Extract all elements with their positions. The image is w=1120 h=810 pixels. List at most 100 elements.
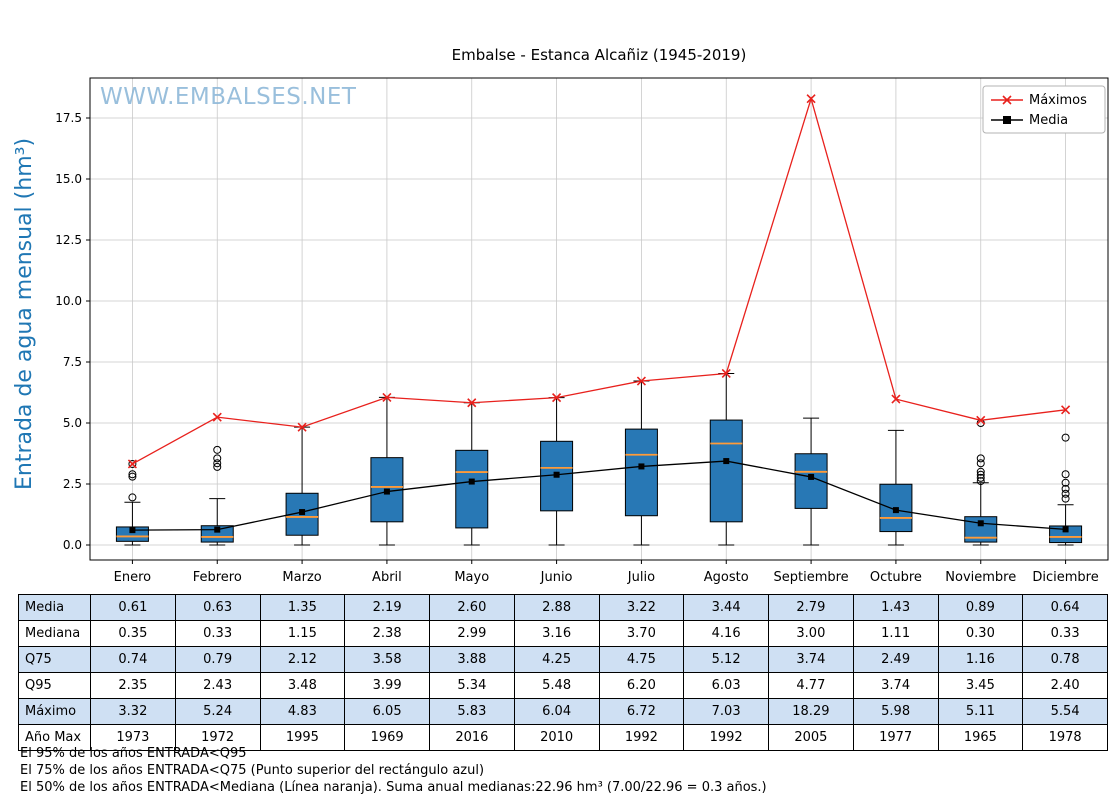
stats-cell: 7.03 xyxy=(683,698,769,725)
stats-cell: 2016 xyxy=(429,724,515,751)
boxplot-julio xyxy=(624,380,658,546)
stats-cell: 3.22 xyxy=(598,594,685,621)
stats-cell: 18.29 xyxy=(768,698,854,725)
x-tick-label: Marzo xyxy=(282,570,321,585)
media-marker xyxy=(892,507,899,514)
stats-cell: 2.40 xyxy=(1022,672,1108,699)
media-marker xyxy=(383,488,390,495)
stats-cell: 5.98 xyxy=(852,698,939,725)
outlier-point xyxy=(213,462,222,471)
y-tick-label: 17.5 xyxy=(55,111,82,125)
outlier-point xyxy=(976,467,985,476)
maximos-marker xyxy=(297,422,307,432)
box xyxy=(624,428,658,517)
stats-cell: 1973 xyxy=(90,724,176,751)
box xyxy=(709,419,743,523)
outlier-point xyxy=(976,459,985,468)
outlier-point xyxy=(128,470,137,479)
outlier-point xyxy=(128,493,137,502)
stats-cell: 6.03 xyxy=(683,672,769,699)
plot-area xyxy=(90,78,1108,560)
stats-cell: 6.04 xyxy=(513,698,600,725)
stats-cell: 3.74 xyxy=(768,646,854,673)
stats-row-máximo: Máximo 3.32 5.24 4.83 6.05 5.83 6.04 6.72 7.03 18… xyxy=(18,698,1108,725)
maximos-marker xyxy=(976,415,986,425)
outlier-point xyxy=(1061,489,1070,498)
boxplot-diciembre xyxy=(1049,433,1083,546)
stats-cell: 2.43 xyxy=(174,672,261,699)
stats-cell: 5.11 xyxy=(937,698,1024,725)
row-label: Media xyxy=(18,594,91,621)
stats-cell: 3.58 xyxy=(344,646,430,673)
stats-row-q95: Q95 2.35 2.43 3.48 3.99 5.34 5.48 6.20 6.03 4.77 3… xyxy=(18,672,1108,699)
stats-cell: 1.43 xyxy=(852,594,939,621)
media-marker xyxy=(553,471,560,478)
maximos-marker xyxy=(721,368,731,379)
stats-cell: 0.33 xyxy=(174,620,261,647)
outlier-point xyxy=(128,459,137,468)
stats-cell: 0.74 xyxy=(90,646,176,673)
outlier-point xyxy=(1061,470,1070,479)
media-marker xyxy=(214,526,221,533)
outlier-point xyxy=(213,454,222,463)
outlier-point xyxy=(1061,433,1070,442)
x-tick-label: Agosto xyxy=(704,570,749,585)
stats-table: Media 0.61 0.63 1.35 2.19 2.60 2.88 3.22 3.44 2.7… xyxy=(18,594,1108,751)
stats-cell: 3.44 xyxy=(683,594,769,621)
stats-cell: 1.15 xyxy=(259,620,346,647)
stats-cell: 2005 xyxy=(768,724,854,751)
stats-cell: 2.49 xyxy=(852,646,939,673)
stats-cell: 2.88 xyxy=(513,594,600,621)
plot-border xyxy=(89,77,1109,561)
stats-cell: 2010 xyxy=(513,724,600,751)
legend-label-maximos: Máximos xyxy=(1029,93,1087,108)
stats-cell: 5.12 xyxy=(683,646,769,673)
stats-cell: 2.38 xyxy=(344,620,430,647)
y-tick-label: 0.0 xyxy=(63,538,82,552)
stats-cell: 2.12 xyxy=(259,646,346,673)
row-label: Mediana xyxy=(18,620,91,647)
legend-label-media: Media xyxy=(1029,113,1068,128)
legend-box xyxy=(982,85,1106,134)
maximos-marker xyxy=(127,459,137,469)
stats-cell: 6.05 xyxy=(344,698,430,725)
media-marker xyxy=(1062,526,1069,533)
boxplot-febrero xyxy=(200,445,234,546)
stats-cell: 3.45 xyxy=(937,672,1024,699)
outlier-point xyxy=(1061,478,1070,487)
stats-cell: 3.16 xyxy=(513,620,600,647)
stats-cell: 6.72 xyxy=(598,698,685,725)
stats-cell: 4.25 xyxy=(513,646,600,673)
legend-x-icon xyxy=(1002,95,1012,105)
x-tick-label: Noviembre xyxy=(945,570,1016,585)
maximos-marker xyxy=(806,94,816,104)
footnotes: El 95% de los años ENTRADA<Q95 El 75% de… xyxy=(20,745,767,796)
outlier-point xyxy=(976,473,985,482)
stats-cell: 0.64 xyxy=(1022,594,1108,621)
y-tick-label: 5.0 xyxy=(63,416,82,430)
stats-cell: 1977 xyxy=(852,724,939,751)
stats-cell: 2.35 xyxy=(90,672,176,699)
outlier-point xyxy=(128,472,137,481)
y-tick-label: 10.0 xyxy=(55,294,82,308)
outlier-point xyxy=(213,459,222,468)
outlier-point xyxy=(976,454,985,463)
maximos-series xyxy=(127,94,1071,469)
stats-cell: 5.48 xyxy=(513,672,600,699)
stats-cell: 0.89 xyxy=(937,594,1024,621)
x-tick-label: Enero xyxy=(114,570,152,585)
maximos-marker xyxy=(552,393,562,403)
media-marker xyxy=(723,458,730,465)
stats-cell: 4.16 xyxy=(683,620,769,647)
y-tick-label: 12.5 xyxy=(55,233,82,247)
stats-cell: 0.63 xyxy=(174,594,261,621)
boxplot-agosto xyxy=(709,372,743,546)
y-tick-label: 2.5 xyxy=(63,477,82,491)
stats-cell: 1.35 xyxy=(259,594,346,621)
stats-cell: 1969 xyxy=(344,724,430,751)
stats-cell: 1992 xyxy=(598,724,685,751)
stats-cell: 3.74 xyxy=(852,672,939,699)
stats-cell: 1995 xyxy=(259,724,346,751)
stats-cell: 4.77 xyxy=(768,672,854,699)
stats-cell: 3.32 xyxy=(90,698,176,725)
